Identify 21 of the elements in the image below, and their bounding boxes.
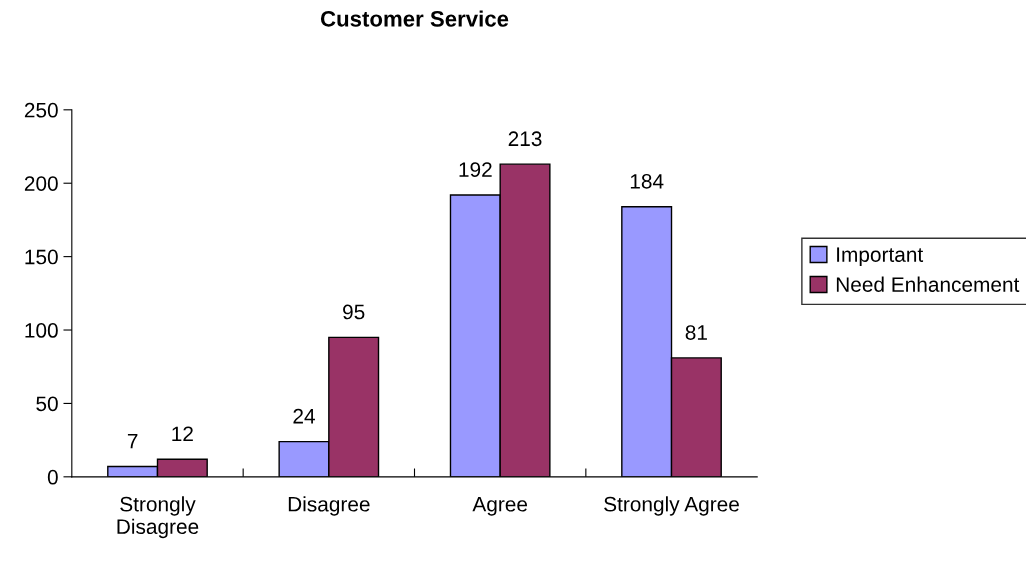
chart-title: Customer Service [320,10,509,27]
data-label: 95 [343,304,365,320]
data-label: 81 [685,325,707,340]
data-label: 12 [172,426,193,441]
y-tick-label: 0 [47,469,58,485]
y-tick-label: 150 [25,249,58,265]
data-label: 7 [127,434,138,449]
legend-label: Important [837,247,924,267]
data-label: 184 [630,173,664,189]
legend-label: Need Enhancement [836,276,1020,292]
data-label: 24 [293,408,315,424]
y-tick-label: 200 [24,176,58,191]
data-label: 192 [459,162,492,177]
y-tick-label: 250 [24,102,58,118]
x-tick-label: Strongly Agree [604,496,739,516]
data-label: 213 [508,131,542,147]
y-tick-label: 50 [36,396,58,412]
x-tick-label: Strongly Disagree [117,496,199,539]
y-tick-label: 100 [25,323,58,338]
x-tick-label: Agree [472,497,528,516]
x-tick-label: Disagree [288,496,370,516]
